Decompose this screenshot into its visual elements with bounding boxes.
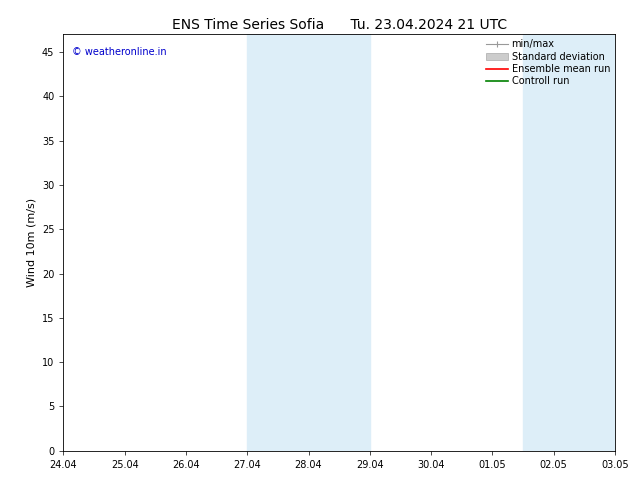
Y-axis label: Wind 10m (m/s): Wind 10m (m/s) bbox=[27, 198, 36, 287]
Legend: min/max, Standard deviation, Ensemble mean run, Controll run: min/max, Standard deviation, Ensemble me… bbox=[484, 37, 612, 88]
Bar bbox=[523, 34, 615, 451]
Bar bbox=[247, 34, 370, 451]
Title: ENS Time Series Sofia      Tu. 23.04.2024 21 UTC: ENS Time Series Sofia Tu. 23.04.2024 21 … bbox=[172, 18, 507, 32]
Text: © weatheronline.in: © weatheronline.in bbox=[72, 47, 166, 57]
